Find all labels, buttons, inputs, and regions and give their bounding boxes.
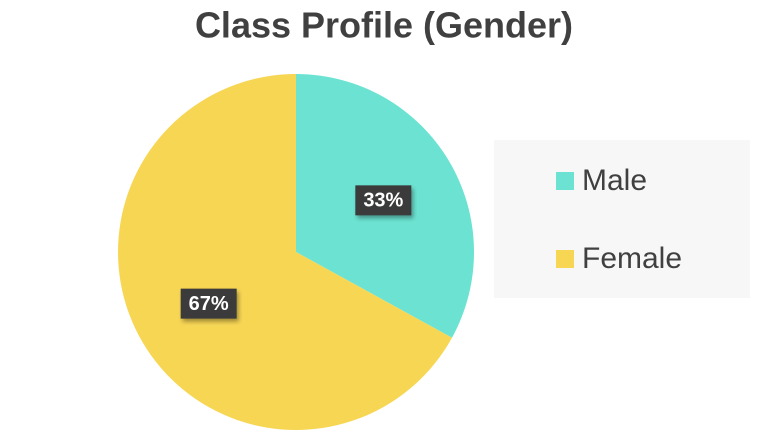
legend-swatch (556, 250, 574, 268)
data-label-box (355, 185, 412, 216)
legend-swatch (556, 172, 574, 190)
legend-box (494, 140, 750, 298)
data-label: 67% (189, 293, 229, 315)
legend-label: Female (582, 242, 682, 275)
chart-title: Class Profile (Gender) (195, 5, 573, 46)
legend-label: Male (582, 164, 647, 197)
pie-slice (118, 73, 452, 430)
data-label: 33% (363, 190, 403, 212)
data-label-box (180, 288, 237, 319)
